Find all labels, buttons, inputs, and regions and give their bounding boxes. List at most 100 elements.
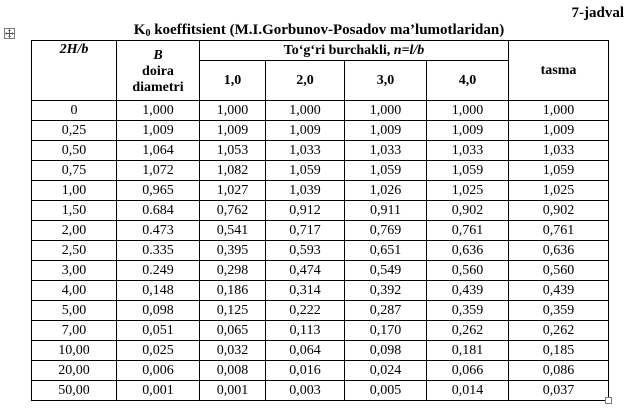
table-cell: 0,636 bbox=[426, 240, 509, 261]
table-cell: 1,000 bbox=[116, 100, 200, 121]
header-circle-diameter: B doira diametri bbox=[116, 40, 200, 101]
table-cell: 0,902 bbox=[508, 200, 609, 221]
table-resize-handle[interactable] bbox=[605, 397, 612, 404]
table-cell: 0,064 bbox=[265, 340, 345, 361]
table-cell: 0,902 bbox=[426, 200, 509, 221]
table-cell: 0,717 bbox=[265, 220, 345, 241]
table-row: 3,00 0.249 0,298 0,474 0,549 0,560 0,560 bbox=[31, 260, 609, 281]
table-cell: 0,222 bbox=[265, 300, 345, 321]
table-cell: 1,009 bbox=[344, 120, 427, 141]
table-row: 0 1,000 1,000 1,000 1,000 1,000 1,000 bbox=[31, 100, 609, 121]
table-cell: 0.335 bbox=[116, 240, 200, 261]
table-cell: 0,392 bbox=[344, 280, 427, 301]
row-2h-b-value: 1,50 bbox=[31, 200, 117, 221]
header-rectangular-formula: n=l/b bbox=[393, 42, 425, 58]
table-body: 0 1,000 1,000 1,000 1,000 1,000 1,000 0,25 1,009… bbox=[31, 100, 609, 401]
table-cell: 0,170 bbox=[344, 320, 427, 341]
table-cell: 0,016 bbox=[265, 360, 345, 381]
table-cell: 0.473 bbox=[116, 220, 200, 241]
table-cell: 0,359 bbox=[508, 300, 609, 321]
table-row: 1,50 0.684 0,762 0,912 0,911 0,902 0,902 bbox=[31, 200, 609, 221]
table-cell: 1,082 bbox=[199, 160, 266, 181]
table-row: 0,75 1,072 1,082 1,059 1,059 1,059 1,059 bbox=[31, 160, 609, 181]
row-2h-b-value: 4,00 bbox=[31, 280, 117, 301]
table-number-label: 7-jadval bbox=[571, 5, 625, 21]
table-cell: 0,025 bbox=[116, 340, 200, 361]
table-cell: 0,098 bbox=[116, 300, 200, 321]
table-cell: 0,911 bbox=[344, 200, 427, 221]
table-cell: 1,033 bbox=[265, 140, 345, 161]
row-2h-b-value: 1,00 bbox=[31, 180, 117, 201]
table-cell: 0,113 bbox=[265, 320, 345, 341]
title-k-subscript: 0 bbox=[145, 28, 151, 39]
table-cell: 0,125 bbox=[199, 300, 266, 321]
table-cell: 0,262 bbox=[508, 320, 609, 341]
table-cell: 0,148 bbox=[116, 280, 200, 301]
table-row: 2,50 0.335 0,395 0,593 0,651 0,636 0,636 bbox=[31, 240, 609, 261]
header-circle-b: B bbox=[153, 47, 163, 63]
table-cell: 0,761 bbox=[508, 220, 609, 241]
table-cell: 0.249 bbox=[116, 260, 200, 281]
row-2h-b-value: 2,00 bbox=[31, 220, 117, 241]
table-cell: 0,395 bbox=[199, 240, 266, 261]
table-cell: 1,025 bbox=[426, 180, 509, 201]
header-rectangular-text: To‘g‘ri burchakli, bbox=[283, 42, 394, 58]
table-cell: 0,037 bbox=[508, 380, 609, 401]
table-row: 7,00 0,051 0,065 0,113 0,170 0,262 0,262 bbox=[31, 320, 609, 341]
table-cell: 1,009 bbox=[116, 120, 200, 141]
row-2h-b-value: 0,75 bbox=[31, 160, 117, 181]
table-cell: 0,065 bbox=[199, 320, 266, 341]
table-cell: 0,024 bbox=[344, 360, 427, 381]
table-cell: 1,064 bbox=[116, 140, 200, 161]
header-circle-doira: doira bbox=[142, 63, 174, 79]
table-cell: 0,314 bbox=[265, 280, 345, 301]
table-cell: 1,009 bbox=[508, 120, 609, 141]
table-cell: 0,006 bbox=[116, 360, 200, 381]
table-cell: 0,593 bbox=[265, 240, 345, 261]
table-cell: 0,439 bbox=[426, 280, 509, 301]
table-cell: 0,032 bbox=[199, 340, 266, 361]
table-cell: 0,549 bbox=[344, 260, 427, 281]
table-cell: 0,965 bbox=[116, 180, 200, 201]
table-cell: 0,761 bbox=[426, 220, 509, 241]
table-cell: 1,033 bbox=[508, 140, 609, 161]
table-row: 50,00 0,001 0,001 0,003 0,005 0,014 0,037 bbox=[31, 380, 609, 401]
table-move-handle-icon[interactable] bbox=[4, 28, 15, 39]
table-cell: 1,059 bbox=[426, 160, 509, 181]
row-2h-b-value: 0,50 bbox=[31, 140, 117, 161]
table-cell: 0,181 bbox=[426, 340, 509, 361]
header-rectangular-group: To‘g‘ri burchakli, n=l/b bbox=[199, 40, 509, 61]
table-cell: 0,186 bbox=[199, 280, 266, 301]
table-cell: 1,000 bbox=[265, 100, 345, 121]
table-row: 10,00 0,025 0,032 0,064 0,098 0,181 0,185 bbox=[31, 340, 609, 361]
table-cell: 1,000 bbox=[344, 100, 427, 121]
table-cell: 1,009 bbox=[265, 120, 345, 141]
table-cell: 0,439 bbox=[508, 280, 609, 301]
table-cell: 0,185 bbox=[508, 340, 609, 361]
table-cell: 0,086 bbox=[508, 360, 609, 381]
table-title: K0 koeffitsient (M.I.Gorbunov-Posadov ma… bbox=[30, 22, 608, 39]
title-text: koeffitsient (M.I.Gorbunov-Posadov ma’lu… bbox=[150, 22, 505, 38]
k0-coefficient-table: 2H/b B doira diametri To‘g‘ri burchakli,… bbox=[31, 40, 609, 401]
table-cell: 1,059 bbox=[508, 160, 609, 181]
row-2h-b-value: 7,00 bbox=[31, 320, 117, 341]
table-cell: 0,066 bbox=[426, 360, 509, 381]
header-n-4: 4,0 bbox=[426, 60, 509, 101]
table-cell: 0,001 bbox=[199, 380, 266, 401]
table-cell: 0,651 bbox=[344, 240, 427, 261]
table-cell: 0,912 bbox=[265, 200, 345, 221]
table-row: 4,00 0,148 0,186 0,314 0,392 0,439 0,439 bbox=[31, 280, 609, 301]
header-n-2: 2,0 bbox=[265, 60, 345, 101]
row-2h-b-value: 0,25 bbox=[31, 120, 117, 141]
table-cell: 1,027 bbox=[199, 180, 266, 201]
row-2h-b-value: 0 bbox=[31, 100, 117, 121]
table-row: 1,00 0,965 1,027 1,039 1,026 1,025 1,025 bbox=[31, 180, 609, 201]
table-row: 0,50 1,064 1,053 1,033 1,033 1,033 1,033 bbox=[31, 140, 609, 161]
table-cell: 0.684 bbox=[116, 200, 200, 221]
table-cell: 1,009 bbox=[199, 120, 266, 141]
table-cell: 0,287 bbox=[344, 300, 427, 321]
table-cell: 1,000 bbox=[199, 100, 266, 121]
table-cell: 0,541 bbox=[199, 220, 266, 241]
row-2h-b-value: 2,50 bbox=[31, 240, 117, 261]
row-2h-b-value: 5,00 bbox=[31, 300, 117, 321]
